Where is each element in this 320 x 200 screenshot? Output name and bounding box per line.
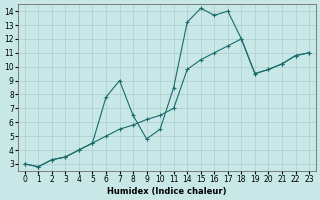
X-axis label: Humidex (Indice chaleur): Humidex (Indice chaleur) bbox=[107, 187, 227, 196]
